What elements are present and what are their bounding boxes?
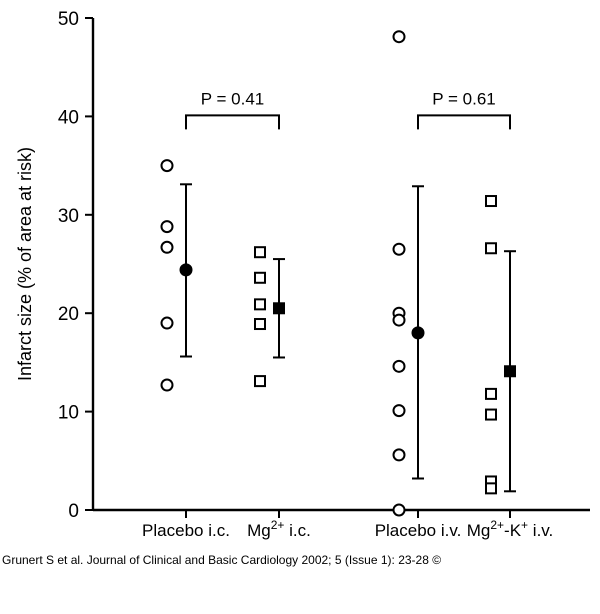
y-tick-label: 50: [58, 9, 79, 30]
y-axis-title: Infarct size (% of area at risk): [15, 147, 35, 381]
category-label: Placebo i.c.: [142, 521, 230, 540]
category-label: Mg2+-K+ i.v.: [467, 518, 554, 540]
marks-layer: [160, 30, 516, 517]
y-tick-label: 10: [58, 403, 79, 424]
data-point: [160, 240, 174, 254]
label-layer: Placebo i.c. Mg2+ i.c. Placebo i.v. Mg2+-K+…: [142, 89, 553, 540]
category-label: Mg2+ i.c.: [247, 518, 311, 540]
data-point: [392, 313, 406, 327]
data-point: [392, 448, 406, 462]
source-caption: Grunert S et al. Journal of Clinical and…: [2, 553, 442, 567]
data-point: [485, 408, 497, 421]
data-point: [160, 159, 174, 173]
significance-bracket: [185, 114, 280, 130]
data-point: [392, 404, 406, 418]
data-point: [254, 375, 266, 388]
y-tick-label: 30: [58, 206, 79, 227]
data-point: [160, 220, 174, 234]
y-tick-label: 40: [58, 107, 79, 128]
data-point: [254, 318, 266, 331]
data-point: [392, 503, 406, 517]
data-point: [485, 195, 497, 208]
data-point: [485, 482, 497, 495]
data-point: [254, 246, 266, 259]
mean-marker: [504, 365, 516, 378]
y-tick-label: 20: [58, 304, 79, 325]
y-tick-label: 0: [68, 501, 79, 522]
data-point: [485, 387, 497, 400]
mean-marker: [179, 263, 193, 277]
data-point: [254, 298, 266, 311]
chart: Infarct size (% of area at risk) 0 10 20 30…: [15, 9, 590, 540]
data-point: [160, 316, 174, 330]
data-point: [392, 242, 406, 256]
significance-bracket: [417, 114, 511, 130]
p-value-label: P = 0.61: [432, 89, 496, 108]
mean-marker: [273, 302, 285, 315]
data-point: [392, 359, 406, 373]
data-point: [254, 271, 266, 284]
axis-layer: 0 10 20 30 40 50: [58, 9, 590, 522]
data-point: [485, 242, 497, 255]
data-point: [392, 30, 406, 44]
p-value-label: P = 0.41: [201, 89, 265, 108]
mean-marker: [411, 326, 425, 340]
category-label: Placebo i.v.: [375, 521, 462, 540]
data-point: [160, 378, 174, 392]
